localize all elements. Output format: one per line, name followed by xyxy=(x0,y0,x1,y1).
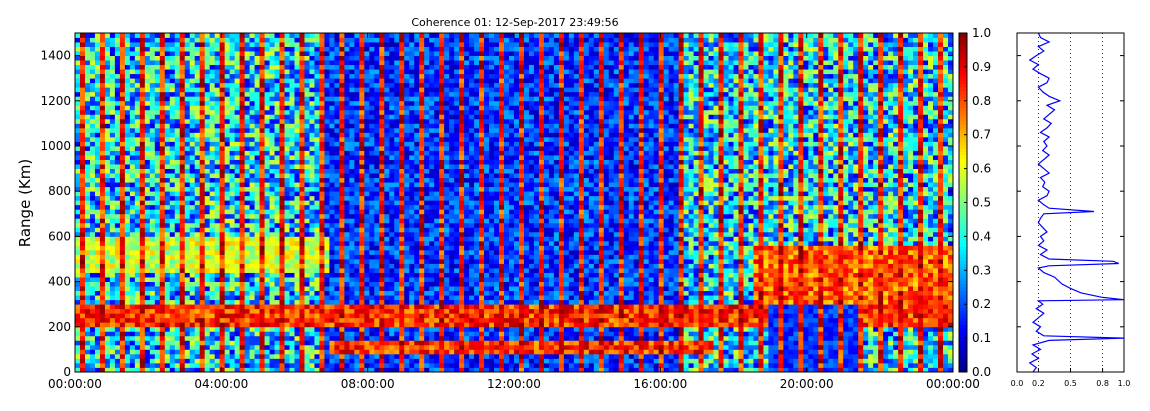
y-tick-label: 1000 xyxy=(40,139,71,153)
colorbar-tick-label: 0.0 xyxy=(972,365,991,379)
y-tick-label: 800 xyxy=(48,184,71,198)
chart-title: Coherence 01: 12-Sep-2017 23:49:56 xyxy=(411,16,618,29)
x-tick-label: 20:00:00 xyxy=(780,377,834,391)
profile-series-line xyxy=(1030,33,1124,372)
y-tick-label: 1200 xyxy=(40,94,71,108)
colorbar-tick-label: 0.2 xyxy=(972,297,991,311)
colorbar: 0.0 0.1 0.2 0.3 0.4 0.5 0.6 0.7 0.8 0.9 1.0 xyxy=(959,26,991,379)
colorbar-tick-label: 0.4 xyxy=(972,229,991,243)
colorbar-tick-label: 0.3 xyxy=(972,263,991,277)
colorbar-tick-label: 0.5 xyxy=(972,196,991,210)
heatmap-plot xyxy=(75,33,953,372)
profile-x-tick-label: 0.0 xyxy=(1011,379,1024,388)
x-tick-label: 04:00:00 xyxy=(194,377,248,391)
profile-x-tick-label: 0.8 xyxy=(1096,379,1109,388)
y-tick-label: 1400 xyxy=(40,49,71,63)
profile-plot: 0.0 0.2 0.5 0.8 1.0 xyxy=(1011,33,1131,388)
profile-x-tick-label: 1.0 xyxy=(1118,379,1131,388)
colorbar-tick-label: 1.0 xyxy=(972,26,991,40)
x-tick-label: 08:00:00 xyxy=(341,377,395,391)
x-tick-label: 00:00:00 xyxy=(926,377,980,391)
profile-x-tick-label: 0.5 xyxy=(1064,379,1077,388)
colorbar-tick-label: 0.7 xyxy=(972,128,991,142)
x-tick-label: 00:00:00 xyxy=(48,377,102,391)
colorbar-tick-label: 0.6 xyxy=(972,162,991,176)
colorbar-tick-label: 0.8 xyxy=(972,94,991,108)
y-tick-label: 600 xyxy=(48,229,71,243)
y-axis-label: Range (Km) xyxy=(16,159,34,247)
colorbar-tick-label: 0.9 xyxy=(972,60,991,74)
x-tick-label: 12:00:00 xyxy=(487,377,541,391)
x-tick-label: 16:00:00 xyxy=(633,377,687,391)
profile-x-tick-label: 0.2 xyxy=(1032,379,1045,388)
y-tick-label: 200 xyxy=(48,320,71,334)
colorbar-tick-label: 0.1 xyxy=(972,331,991,345)
y-tick-label: 400 xyxy=(48,275,71,289)
